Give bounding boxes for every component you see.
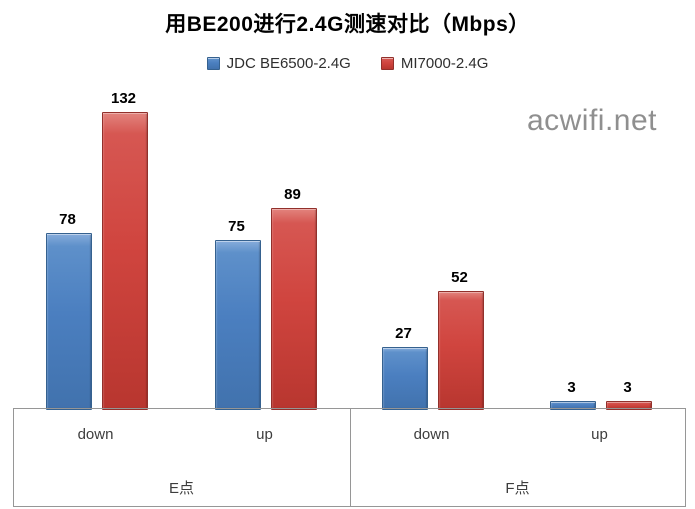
legend-swatch-icon <box>380 56 394 70</box>
chart-title: 用BE200进行2.4G测速对比（Mbps） <box>165 13 530 36</box>
bar-up-series2 <box>605 401 652 410</box>
value-label: 75 <box>228 218 245 235</box>
value-label: 27 <box>395 325 412 342</box>
legend-label: JDC BE6500-2.4G <box>226 54 351 72</box>
legend-item: MI7000-2.4G <box>380 54 489 72</box>
category-label: up <box>256 426 273 443</box>
category-label: down <box>413 426 450 443</box>
value-label: 89 <box>284 186 301 203</box>
category-label: up <box>591 426 608 443</box>
value-label: 132 <box>110 90 137 107</box>
bar-down-series1 <box>45 233 92 410</box>
legend-item: JDC BE6500-2.4G <box>206 54 351 72</box>
group-label: E点 <box>168 480 195 497</box>
bar-down-series1 <box>381 347 428 410</box>
watermark: acwifi.net <box>526 104 657 137</box>
group-divider-line <box>350 409 351 506</box>
value-label: 3 <box>567 379 576 396</box>
category-label: down <box>77 426 114 443</box>
value-label: 78 <box>59 211 76 228</box>
value-label: 3 <box>623 379 632 396</box>
bar-up-series1 <box>549 401 596 410</box>
legend: JDC BE6500-2.4G MI7000-2.4G <box>0 53 695 73</box>
bar-up-series1 <box>214 240 261 410</box>
value-label: 52 <box>451 269 468 286</box>
bar-up-series2 <box>270 208 317 410</box>
bar-down-series2 <box>101 112 148 410</box>
group-label: F点 <box>505 480 530 497</box>
legend-label: MI7000-2.4G <box>400 54 489 72</box>
legend-swatch-icon <box>206 56 220 70</box>
category-axis-box <box>13 408 686 507</box>
bar-down-series2 <box>437 291 484 410</box>
